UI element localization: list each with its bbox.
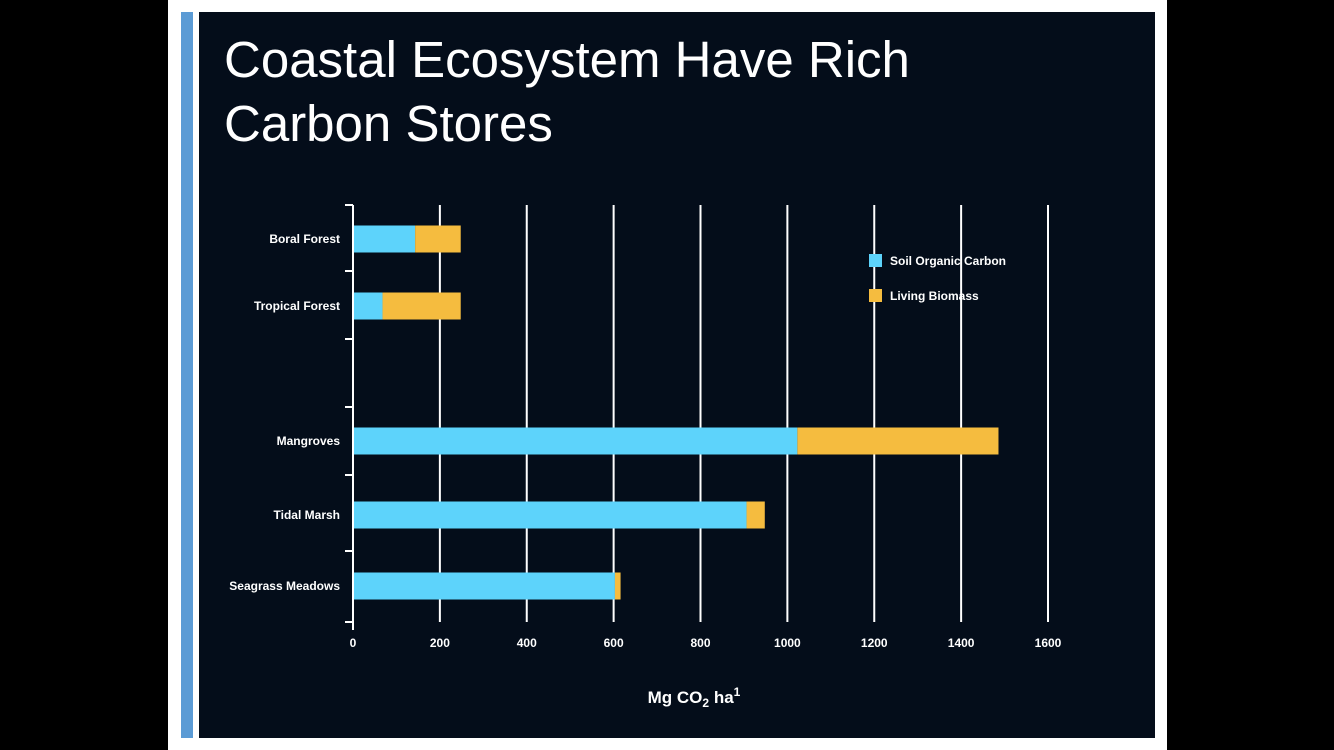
axis-layer: 0 200 400 600 800 1000 1200 1400 1600 Boral Fores… xyxy=(229,204,1062,650)
bar-biomass-4 xyxy=(614,572,621,600)
x-axis-title: Mg CO2 ha1 xyxy=(648,685,741,710)
legend-swatch-0 xyxy=(869,254,882,267)
bar-soil-0 xyxy=(353,225,416,253)
legend-swatch-1 xyxy=(869,289,882,302)
x-tick-label-1200: 1200 xyxy=(861,636,888,650)
accent-bar xyxy=(181,12,193,738)
grid-layer xyxy=(438,205,1049,622)
legend: Soil Organic Carbon Living Biomass xyxy=(869,254,1006,303)
bar-biomass-0 xyxy=(415,225,461,253)
x-tick-label-800: 800 xyxy=(690,636,710,650)
category-label-0: Boral Forest xyxy=(269,232,340,246)
category-label-3: Tidal Marsh xyxy=(274,508,340,522)
x-tick-label-1600: 1600 xyxy=(1035,636,1062,650)
x-tick-label-1400: 1400 xyxy=(948,636,975,650)
slide-panel xyxy=(199,12,1155,738)
bar-soil-4 xyxy=(353,572,615,600)
x-tick-label-200: 200 xyxy=(430,636,450,650)
category-label-2: Mangroves xyxy=(277,434,341,448)
bar-soil-1 xyxy=(353,292,383,320)
category-label-4: Seagrass Meadows xyxy=(229,579,340,593)
bar-layer xyxy=(353,225,999,600)
x-tick-label-600: 600 xyxy=(604,636,624,650)
legend-label-0: Soil Organic Carbon xyxy=(890,254,1006,268)
legend-label-1: Living Biomass xyxy=(890,289,979,303)
bar-biomass-1 xyxy=(382,292,461,320)
category-label-1: Tropical Forest xyxy=(254,299,340,313)
bar-soil-3 xyxy=(353,501,747,529)
x-tick-label-1000: 1000 xyxy=(774,636,801,650)
bar-biomass-2 xyxy=(797,427,999,455)
bar-biomass-3 xyxy=(746,501,765,529)
slide-title: Coastal Ecosystem Have Rich Carbon Store… xyxy=(224,31,910,152)
x-tick-label-0: 0 xyxy=(350,636,357,650)
bar-soil-2 xyxy=(353,427,798,455)
x-tick-label-400: 400 xyxy=(517,636,537,650)
